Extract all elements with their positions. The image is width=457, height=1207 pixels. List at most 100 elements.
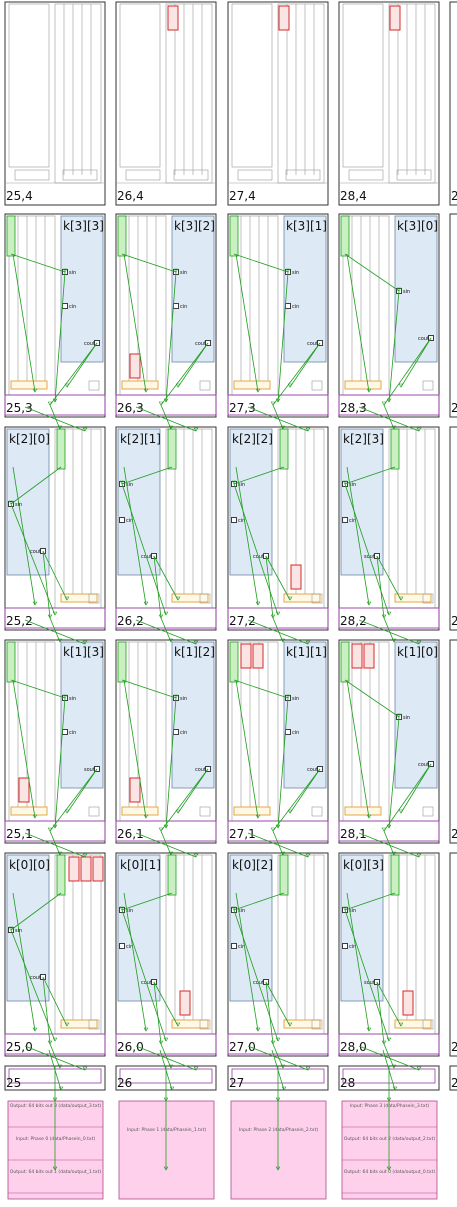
route-net bbox=[66, 342, 98, 388]
plio-group[interactable] bbox=[341, 1100, 438, 1200]
port-cin[interactable] bbox=[62, 303, 68, 309]
shim-label: 26 bbox=[117, 1076, 132, 1090]
route-arrow bbox=[416, 853, 422, 858]
stream-switch bbox=[227, 1033, 329, 1055]
route-net bbox=[10, 253, 66, 273]
tile-25-2[interactable]: k[2][0] sin cout 25,2 bbox=[4, 426, 106, 631]
tile-coord-label: 27,3 bbox=[229, 401, 256, 415]
tile-28-0[interactable]: k[0][3]sincinsout28,0 bbox=[338, 852, 440, 1057]
tile-28-4[interactable]: 28,4 bbox=[338, 1, 440, 206]
kernel-block[interactable] bbox=[60, 641, 104, 789]
route-arrow bbox=[175, 1022, 181, 1027]
port-cin[interactable] bbox=[173, 729, 179, 735]
kernel-block[interactable] bbox=[117, 428, 161, 576]
tile-27-4[interactable]: 27,4 bbox=[227, 1, 329, 206]
kernel-block[interactable] bbox=[340, 854, 384, 1002]
route-arrow bbox=[366, 601, 372, 606]
tile-26-3[interactable]: k[3][2] sin cin cout 26,3 bbox=[115, 213, 217, 418]
tile-25-1[interactable]: k[1][3] sin cin sout 25,1 bbox=[4, 639, 106, 844]
route-arrow bbox=[275, 611, 281, 616]
route-arrow bbox=[168, 851, 174, 856]
route-net bbox=[123, 466, 147, 606]
route-net bbox=[12, 466, 36, 606]
tile-28-3[interactable]: k[3][0] sin cout 28,3 bbox=[338, 213, 440, 418]
route-arrow bbox=[386, 398, 392, 403]
dma-buffer bbox=[233, 380, 271, 390]
port-label-sin: sin bbox=[349, 482, 356, 488]
plio-group[interactable] bbox=[230, 1100, 327, 1200]
dma-block bbox=[348, 169, 384, 181]
kernel-block[interactable] bbox=[117, 854, 161, 1002]
tile-28-2[interactable]: k[2][3]sincinsout28,2 bbox=[338, 426, 440, 631]
kernel-block[interactable] bbox=[171, 641, 215, 789]
lock-block bbox=[422, 593, 434, 604]
route-net bbox=[165, 697, 177, 829]
route-arrow bbox=[287, 809, 293, 814]
tile-25-4[interactable]: 25,4 bbox=[4, 1, 106, 206]
route-arrow bbox=[47, 1040, 53, 1045]
port-label-sin: sin bbox=[292, 696, 299, 702]
route-net bbox=[265, 981, 291, 1027]
lock-block bbox=[422, 380, 434, 391]
tile-26-1[interactable]: k[1][2] sin cin cout 26,1 bbox=[115, 639, 217, 844]
port-cin[interactable] bbox=[119, 943, 125, 949]
tile-26-4[interactable]: 26,4 bbox=[115, 1, 217, 206]
route-arrow bbox=[381, 827, 387, 832]
lock-block bbox=[88, 806, 100, 817]
kernel-block[interactable] bbox=[229, 854, 273, 1002]
tile-25-0[interactable]: k[0][0] sin cout 25,0 bbox=[4, 852, 106, 1057]
kernel-block[interactable] bbox=[60, 215, 104, 363]
input-buffer bbox=[229, 215, 239, 257]
placed-buffer-block bbox=[351, 643, 363, 669]
tile-28-1[interactable]: k[1][0] sin cout 28,1 bbox=[338, 639, 440, 844]
kernel-block[interactable] bbox=[340, 428, 384, 576]
route-net bbox=[272, 768, 321, 832]
plio-group[interactable] bbox=[7, 1100, 104, 1200]
plio-label: Input: Phase 2 (data/Phasein_2.txt) bbox=[239, 1127, 318, 1133]
port-cin[interactable] bbox=[342, 517, 348, 523]
lock-block bbox=[199, 593, 211, 604]
placed-buffer-block bbox=[129, 777, 141, 803]
kernel-block[interactable] bbox=[229, 428, 273, 576]
kernel-block[interactable] bbox=[171, 215, 215, 363]
plio-group[interactable] bbox=[118, 1100, 215, 1200]
shim-tile[interactable] bbox=[449, 1065, 457, 1091]
tile-coord-label: 25,1 bbox=[6, 827, 33, 841]
tile-27-1[interactable]: k[1][1] sin cin cout 27,1 bbox=[227, 639, 329, 844]
stream-switch bbox=[115, 607, 217, 629]
port-label-cout: cout bbox=[307, 341, 318, 347]
port-cin[interactable] bbox=[231, 517, 237, 523]
port-cin[interactable] bbox=[62, 729, 68, 735]
route-net bbox=[358, 832, 420, 858]
route-arrow bbox=[396, 713, 402, 718]
edge-tile-label: 2 bbox=[451, 189, 457, 203]
tile-25-3[interactable]: k[3][3] sin cin cout 25,3 bbox=[4, 213, 106, 418]
tile-27-3[interactable]: k[3][1] sin cin cout 27,3 bbox=[227, 213, 329, 418]
edge-tile bbox=[449, 1, 457, 206]
stream-switch bbox=[338, 1033, 440, 1055]
kernel-block[interactable] bbox=[283, 215, 327, 363]
port-label-cin: cin bbox=[292, 730, 299, 736]
tile-coord-label: 26,0 bbox=[117, 1040, 144, 1054]
tile-coord-label: 26,4 bbox=[117, 189, 144, 203]
port-cin[interactable] bbox=[342, 943, 348, 949]
kernel-label: k[2][1] bbox=[120, 432, 161, 446]
port-cin[interactable] bbox=[231, 943, 237, 949]
port-cin[interactable] bbox=[285, 729, 291, 735]
tile-coord-label: 25,3 bbox=[6, 401, 33, 415]
route-net bbox=[346, 679, 370, 819]
port-cin[interactable] bbox=[119, 517, 125, 523]
port-cin[interactable] bbox=[173, 303, 179, 309]
port-label-sin: sin bbox=[403, 289, 410, 295]
kernel-block[interactable] bbox=[283, 641, 327, 789]
dma-buffer bbox=[283, 1019, 321, 1029]
route-arrow bbox=[287, 383, 293, 388]
port-cin[interactable] bbox=[285, 303, 291, 309]
route-arrow bbox=[231, 480, 237, 485]
port-label-cin: cin bbox=[349, 944, 356, 950]
input-buffer bbox=[56, 854, 66, 896]
